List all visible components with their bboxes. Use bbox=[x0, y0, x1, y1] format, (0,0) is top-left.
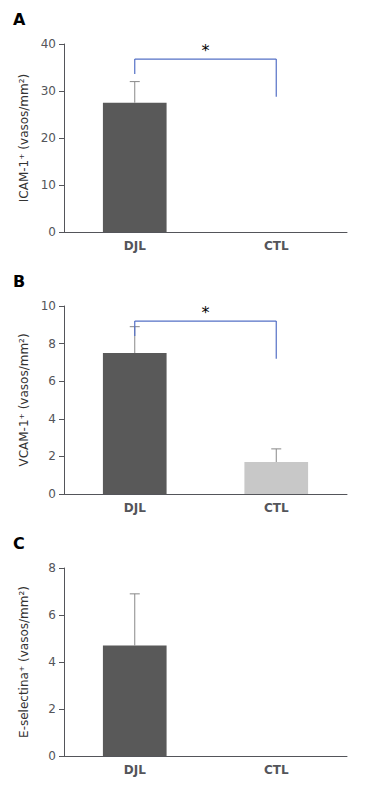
svg-text:B: B bbox=[13, 272, 25, 291]
svg-text:8: 8 bbox=[48, 337, 56, 351]
svg-text:CTL: CTL bbox=[264, 501, 289, 515]
svg-text:C: C bbox=[13, 534, 25, 553]
svg-text:20: 20 bbox=[41, 131, 56, 145]
svg-text:ICAM-1⁺ (vasos/mm²): ICAM-1⁺ (vasos/mm²) bbox=[17, 74, 31, 203]
svg-text:CTL: CTL bbox=[264, 239, 289, 253]
svg-text:40: 40 bbox=[41, 37, 56, 51]
svg-text:VCAM-1⁺ (vasos/mm²): VCAM-1⁺ (vasos/mm²) bbox=[17, 333, 31, 466]
svg-text:DJL: DJL bbox=[124, 501, 146, 515]
svg-text:0: 0 bbox=[48, 487, 56, 501]
svg-text:DJL: DJL bbox=[124, 763, 146, 777]
svg-text:CTL: CTL bbox=[264, 763, 289, 777]
svg-text:2: 2 bbox=[48, 449, 56, 463]
svg-text:A: A bbox=[13, 10, 26, 29]
svg-text:4: 4 bbox=[48, 412, 56, 426]
svg-text:2: 2 bbox=[48, 702, 56, 716]
svg-text:8: 8 bbox=[48, 561, 56, 575]
svg-text:4: 4 bbox=[48, 655, 56, 669]
svg-text:*: * bbox=[202, 41, 210, 60]
svg-text:6: 6 bbox=[48, 608, 56, 622]
svg-text:30: 30 bbox=[41, 84, 56, 98]
svg-text:10: 10 bbox=[41, 178, 56, 192]
svg-text:0: 0 bbox=[48, 225, 56, 239]
svg-text:DJL: DJL bbox=[124, 239, 146, 253]
svg-text:*: * bbox=[202, 303, 210, 322]
svg-text:0: 0 bbox=[48, 749, 56, 763]
svg-text:10: 10 bbox=[41, 299, 56, 313]
svg-text:E-selectina⁺ (vasos/mm²): E-selectina⁺ (vasos/mm²) bbox=[17, 586, 31, 738]
svg-text:6: 6 bbox=[48, 374, 56, 388]
